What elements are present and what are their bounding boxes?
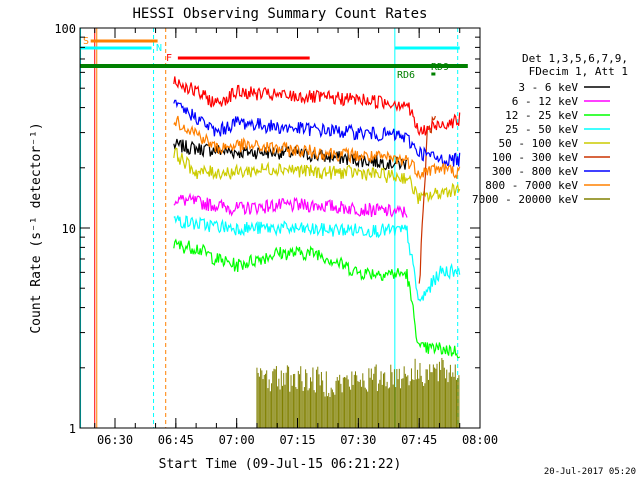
x-axis: 06:30 06:45 07:00 07:15 07:30 07:45 08:00 — [94, 28, 498, 447]
chart-title: HESSI Observing Summary Count Rates — [132, 6, 427, 22]
plot-decor: S NF RD9 RD6 — [80, 28, 468, 428]
y-axis-label: Count Rate (s⁻¹ detector⁻¹) — [29, 122, 44, 333]
x-tick-label: 08:00 — [462, 433, 498, 447]
x-tick-label: 07:15 — [279, 433, 315, 447]
plot-series — [173, 76, 461, 428]
x-tick-label: 07:45 — [401, 433, 437, 447]
x-tick-label: 07:30 — [340, 433, 376, 447]
series-line-9 — [173, 76, 461, 137]
y-tick-label: 100 — [54, 22, 76, 36]
series-spikes-8 — [256, 357, 460, 428]
series-line-1 — [173, 192, 408, 218]
series-line-2 — [173, 238, 461, 359]
flag-label-rd9: RD9 — [431, 62, 449, 73]
y-tick-label: 10 — [62, 222, 76, 236]
legend-label: 7000 - 20000 keV — [472, 193, 578, 206]
legend-header: Det 1,3,5,6,7,9, — [522, 52, 628, 65]
series-line-6 — [173, 99, 461, 167]
x-tick-label: 06:30 — [97, 433, 133, 447]
flag-label-rd6: RD6 — [397, 70, 415, 81]
legend-label: 800 - 7000 keV — [485, 179, 578, 192]
legend-label: 100 - 300 keV — [492, 151, 578, 164]
timestamp: 20-Jul-2017 05:20 — [544, 467, 636, 477]
legend-label: 50 - 100 keV — [499, 137, 579, 150]
legend: Det 1,3,5,6,7,9,FDecim 1, Att 1 3 - 6 keV… — [472, 52, 628, 206]
flag-label-n: N — [156, 43, 162, 54]
flag-label-f: F — [166, 53, 172, 64]
series-line-4 — [173, 147, 461, 204]
x-tick-label: 07:00 — [219, 433, 255, 447]
flag-label-s: S — [83, 36, 89, 47]
legend-label: 3 - 6 keV — [518, 81, 578, 94]
legend-label: 25 - 50 keV — [505, 123, 578, 136]
legend-label: 6 - 12 keV — [512, 95, 579, 108]
legend-label: 12 - 25 keV — [505, 109, 578, 122]
legend-label: 300 - 800 keV — [492, 165, 578, 178]
series-line-3 — [173, 215, 461, 302]
y-axis: 1 10 100 — [54, 22, 480, 436]
x-axis-label: Start Time (09-Jul-15 06:21:22) — [159, 457, 402, 472]
y-tick-label: 1 — [69, 422, 76, 436]
x-tick-label: 06:45 — [158, 433, 194, 447]
series-line-7 — [173, 115, 461, 180]
legend-header: FDecim 1, Att 1 — [529, 65, 628, 78]
series-line-0 — [173, 138, 408, 171]
